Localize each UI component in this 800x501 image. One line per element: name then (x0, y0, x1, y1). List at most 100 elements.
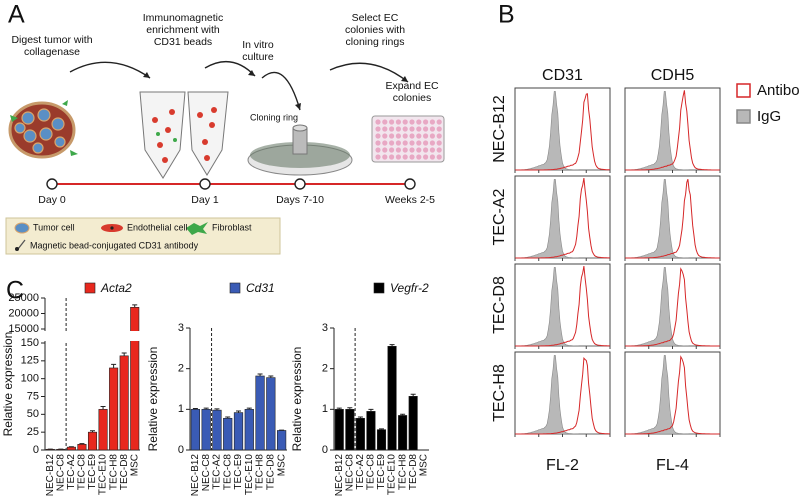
timeline-label: Day 0 (38, 194, 66, 206)
well (389, 119, 395, 125)
error-bar (79, 443, 85, 445)
step-label: cloning rings (346, 36, 405, 48)
well (395, 140, 401, 146)
well (429, 126, 435, 132)
well (382, 154, 388, 160)
legend-swatch (736, 83, 751, 98)
y-tick-label: 25000 (8, 292, 39, 304)
column-heading: CDH5 (651, 67, 695, 84)
well (423, 147, 429, 153)
error-bar (389, 344, 395, 347)
x-tick-label: NEC-B12 (45, 454, 56, 497)
x-axis-label: FL-2 (546, 457, 579, 474)
error-bar (121, 352, 127, 356)
error-bar (132, 304, 138, 308)
bar (98, 409, 108, 451)
histogram-frame (624, 351, 721, 435)
well (402, 147, 408, 153)
well (395, 119, 401, 125)
error-bar (347, 407, 353, 410)
legend-label: Cd31 (246, 281, 275, 295)
well (389, 140, 395, 146)
well (416, 140, 422, 146)
y-tick-label: 2 (322, 363, 328, 375)
well (375, 126, 381, 132)
y-axis-label: Relative expression (1, 332, 15, 437)
histogram-frame (514, 351, 611, 435)
well (436, 126, 442, 132)
well (402, 133, 408, 139)
error-bar (192, 408, 198, 410)
legend-label: IgG (757, 108, 781, 125)
y-axis-label: Relative expression (290, 347, 304, 452)
bar (276, 430, 287, 451)
x-tick-label: TEC-E10 (387, 454, 398, 496)
y-tick-label: 50 (27, 408, 39, 420)
histogram-frame (624, 87, 721, 171)
well (382, 147, 388, 153)
axis-break (43, 331, 142, 341)
igg-histogram (625, 91, 720, 171)
well (429, 140, 435, 146)
well (375, 147, 381, 153)
well (436, 147, 442, 153)
well (416, 126, 422, 132)
legend-label: Antibody (757, 82, 800, 99)
bar-panel: 0255075100125150150002000025000Relative … (1, 281, 429, 496)
error-bar (368, 408, 374, 412)
error-bar (357, 416, 363, 419)
well (402, 119, 408, 125)
bar (130, 306, 140, 451)
bar (345, 409, 355, 451)
antibody-histogram (625, 90, 720, 171)
bar (387, 345, 397, 451)
x-tick-label: NEC-C8 (344, 454, 355, 492)
step-label: Expand EC (385, 80, 439, 92)
well (402, 140, 408, 146)
legend-swatch (84, 282, 96, 294)
well (402, 154, 408, 160)
x-tick-label: TEC-C8 (77, 454, 88, 491)
well (423, 133, 429, 139)
x-tick-label: TEC-C8 (366, 454, 377, 491)
x-tick-label: TEC-H8 (397, 454, 408, 491)
bar (201, 409, 211, 451)
y-tick-label: 0 (322, 444, 328, 456)
well (395, 154, 401, 160)
y-tick-label: 2 (178, 363, 184, 375)
well (382, 126, 388, 132)
legend-label: Magnetic bead-conjugated CD31 antibody (30, 240, 199, 250)
well (423, 140, 429, 146)
x-tick-label: TEC-D8 (408, 454, 419, 491)
x-tick-label: TEC-E9 (87, 454, 98, 490)
x-tick-label: TEC-E10 (98, 454, 109, 496)
error-bar (379, 428, 384, 430)
y-tick-label: 125 (21, 355, 39, 367)
step-label: collagenase (24, 46, 80, 58)
x-tick-label: NEC-C8 (55, 454, 66, 492)
bar (109, 367, 119, 451)
bar (87, 431, 98, 451)
legend-label: Tumor cell (33, 222, 75, 232)
bar (376, 429, 387, 451)
y-tick-label: 3 (178, 322, 184, 334)
x-tick-label: MSC (418, 454, 429, 476)
error-bar (214, 408, 220, 411)
timeline-label: Days 7-10 (276, 194, 324, 206)
well (416, 154, 422, 160)
x-tick-label: NEC-B12 (334, 454, 345, 497)
bar (244, 409, 254, 451)
error-bar (268, 375, 274, 378)
x-tick-label: TEC-E9 (233, 454, 244, 490)
igg-histogram (625, 179, 720, 259)
igg-histogram (515, 91, 610, 171)
well (436, 154, 442, 160)
cloning-ring-label: Cloning ring (250, 112, 298, 122)
well (409, 147, 415, 153)
x-tick-label: TEC-D8 (265, 454, 276, 491)
well (409, 119, 415, 125)
y-tick-label: 15000 (8, 323, 39, 335)
well (382, 140, 388, 146)
